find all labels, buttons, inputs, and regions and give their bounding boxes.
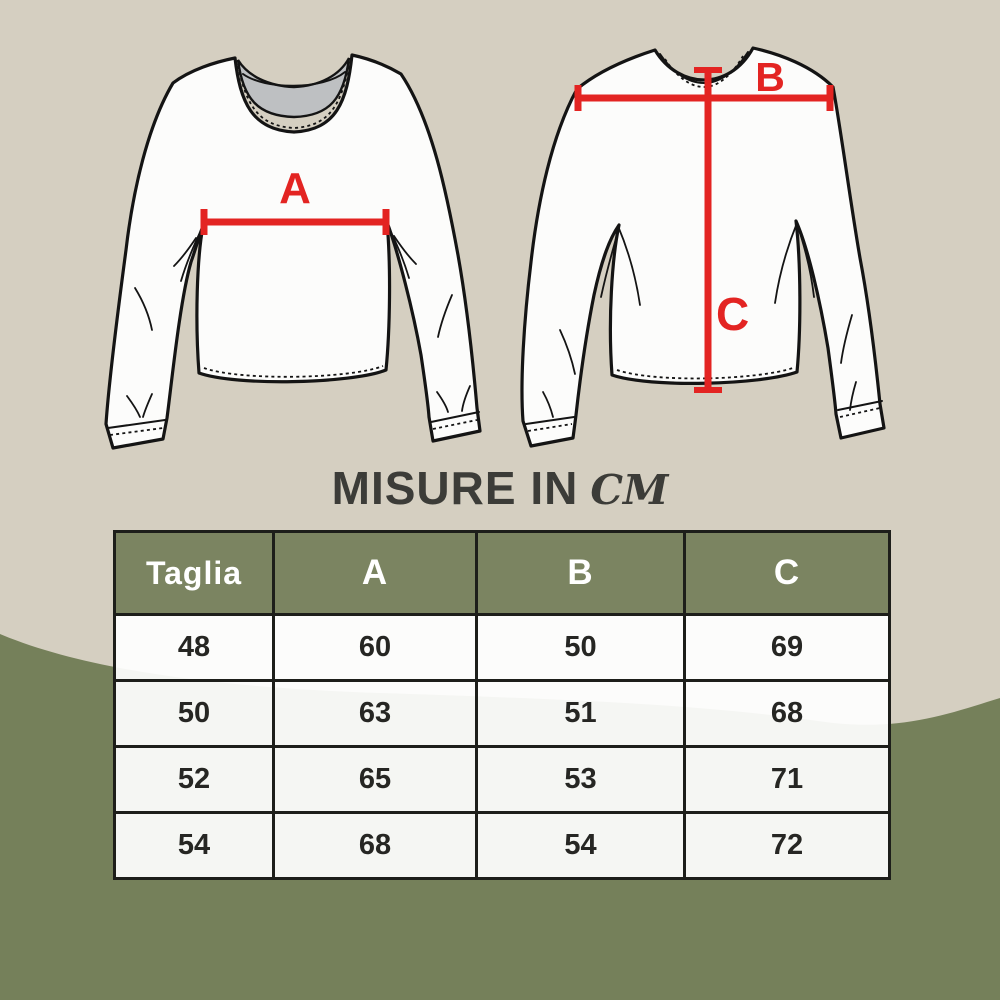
measurement-label-c: C — [716, 288, 749, 340]
title-unit: CM — [590, 466, 669, 514]
cell-size: 48 — [113, 613, 275, 682]
front-left-armpit-seam — [180, 227, 203, 282]
cell-a-value: 68 — [272, 811, 478, 880]
front-right-elbow-crease — [437, 294, 453, 338]
measurement-c: C — [694, 67, 749, 393]
front-left-cuff-line — [107, 419, 166, 429]
cell-a-value: 63 — [272, 679, 478, 748]
back-left-armpit-seam — [617, 225, 641, 306]
measurement-label-b: B — [755, 54, 785, 100]
cell-c-value: 68 — [683, 679, 891, 748]
cell-size: 50 — [113, 679, 275, 748]
table-row: 48 60 50 69 — [113, 613, 891, 682]
front-left-wrist-crease2 — [142, 393, 153, 418]
front-body-outline — [104, 53, 482, 450]
measurement-a: A — [200, 164, 390, 235]
header-cell-c: C — [683, 530, 891, 616]
front-left-cuff-stitch — [109, 427, 164, 436]
front-right-armpit-seam — [387, 225, 410, 279]
back-right-wrist-crease — [849, 381, 857, 411]
cell-b-value: 53 — [475, 745, 686, 814]
header-cell-b: B — [475, 530, 686, 616]
cell-b-value: 50 — [475, 613, 686, 682]
cell-c-value: 71 — [683, 745, 891, 814]
front-right-wrist-crease1 — [436, 391, 449, 413]
back-right-armpit-crease — [795, 220, 815, 298]
front-right-cuff-stitch — [432, 419, 478, 430]
cell-c-value: 72 — [683, 811, 891, 880]
back-left-armpit-crease — [600, 227, 620, 298]
front-left-wrist-crease1 — [126, 395, 141, 418]
cell-b-value: 54 — [475, 811, 686, 880]
table-row: 50 63 51 68 — [113, 679, 891, 748]
back-right-cuff-line — [837, 400, 883, 411]
cell-b-value: 51 — [475, 679, 686, 748]
back-right-cuff-stitch — [839, 407, 881, 418]
back-neck-stitching — [664, 55, 744, 88]
table-row: 52 65 53 71 — [113, 745, 891, 814]
title-text: MISURE IN — [331, 462, 579, 514]
cell-a-value: 60 — [272, 613, 478, 682]
page-title: MISURE IN CM — [0, 461, 1000, 515]
front-left-armpit-crease — [173, 237, 197, 267]
measurement-label-a: A — [279, 164, 311, 213]
front-right-wrist-crease2 — [461, 385, 471, 412]
header-cell-taglia: Taglia — [113, 530, 275, 616]
table-row: 54 68 54 72 — [113, 811, 891, 880]
size-table: Taglia A B C 48 60 50 69 50 63 51 68 52 … — [113, 530, 891, 880]
table-header-row: Taglia A B C — [113, 530, 891, 616]
header-cell-a: A — [272, 530, 478, 616]
garment-back-illustration — [520, 46, 886, 448]
size-diagram: A B C — [104, 46, 886, 450]
cell-size: 54 — [113, 811, 275, 880]
front-right-cuff-line — [430, 411, 480, 423]
front-right-armpit-crease — [393, 235, 417, 265]
front-left-elbow-crease — [134, 287, 153, 331]
cell-size: 52 — [113, 745, 275, 814]
back-right-armpit-seam — [774, 222, 798, 304]
back-left-elbow-crease — [559, 329, 576, 375]
cell-a-value: 65 — [272, 745, 478, 814]
garment-front-illustration — [104, 53, 482, 450]
back-left-cuff-stitch — [527, 423, 573, 432]
cell-c-value: 69 — [683, 613, 891, 682]
back-left-wrist-crease — [542, 391, 554, 418]
back-left-cuff-line — [525, 416, 575, 425]
front-back-neck-seam — [242, 71, 346, 87]
measurement-b: B — [574, 54, 834, 111]
back-body-outline — [520, 46, 886, 448]
back-right-elbow-crease — [840, 314, 853, 364]
